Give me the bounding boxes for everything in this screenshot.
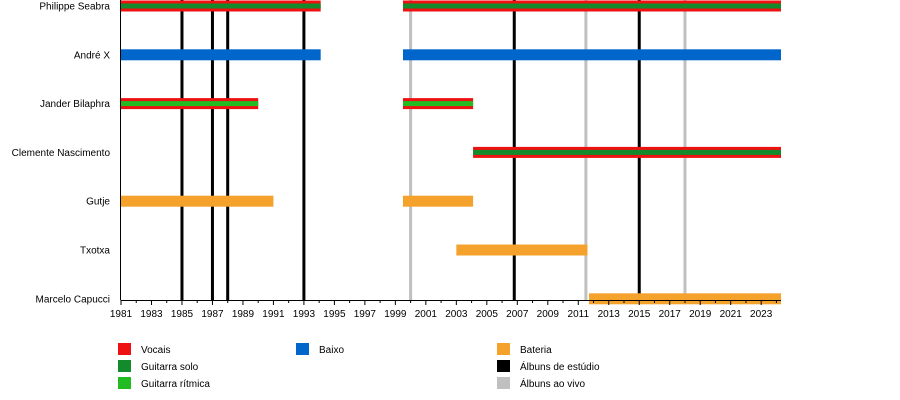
x-tick-label: 2009 [537,309,560,320]
legend-label-drums: Bateria [520,345,552,356]
x-tick-label: 1981 [110,309,133,320]
member-bar-lead_guitar [121,3,321,9]
member-bar-bass [402,49,781,61]
x-tick-label: 1983 [140,309,163,320]
legend-swatch-studio_albums [497,360,510,372]
legend-swatch-drums [497,343,510,355]
member-bars [121,0,781,305]
x-tick-label: 1999 [384,309,407,320]
member-name: André X [74,50,110,61]
x-tick-label: 2019 [689,309,712,320]
x-tick-label: 2007 [506,309,529,320]
x-tick-label: 2011 [568,309,590,320]
x-tick-label: 2013 [598,309,621,320]
legend-swatch-vocals [118,343,131,355]
member-name: Txotxa [80,246,110,257]
member-name: Marcelo Capucci [36,294,110,305]
member-bar-drums [121,195,274,207]
member-name: Gutje [86,197,110,208]
member-name: Clemente Nascimento [12,148,111,159]
member-bar-drums [402,195,474,207]
x-tick-label: 1987 [201,309,224,320]
member-name: Philippe Seabra [39,2,110,13]
x-tick-label: 2023 [750,309,773,320]
legend-label-lead_guitar: Guitarra solo [141,362,199,373]
member-name: Jander Bilaphra [40,99,110,110]
member-bar-bass [121,49,321,61]
member-bar-lead_guitar [473,149,781,155]
legend-label-live_albums: Álbuns ao vivo [520,377,585,390]
x-tick-label: 1989 [232,309,255,320]
x-axis: 1981 1983 1985 1987 1989 1991 1993 1995 1997 1999… [110,0,781,320]
x-tick-label: 1991 [262,309,285,320]
member-bar-drums [588,293,781,305]
legend-label-rhythm_guitar: Guitarra rítmica [141,379,210,390]
legend-swatch-rhythm_guitar [118,377,131,389]
legend: Vocais Guitarra solo Guitarra rítmica Baixo… [118,343,600,390]
x-tick-label: 2003 [445,309,468,320]
x-tick-label: 2005 [476,309,499,320]
x-tick-label: 2021 [720,309,743,320]
x-tick-label: 1985 [171,309,194,320]
member-bar-rhythm_guitar [402,101,474,107]
x-tick-label: 2001 [415,309,438,320]
x-tick-label: 2017 [659,309,682,320]
legend-label-studio_albums: Álbuns de estúdio [520,360,600,373]
legend-swatch-live_albums [497,377,510,389]
legend-swatch-bass [296,343,309,355]
x-tick-label: 2015 [628,309,651,320]
member-bar-drums [456,244,588,256]
x-tick-label: 1995 [323,309,346,320]
member-bar-rhythm_guitar [121,101,259,107]
legend-label-vocals: Vocais [141,345,170,356]
member-names: Philippe Seabra André X Jander Bilaphra Cle… [12,2,111,306]
x-tick-label: 1997 [354,309,377,320]
member-bar-lead_guitar [402,3,781,9]
legend-label-bass: Baixo [319,345,344,356]
legend-swatch-lead_guitar [118,360,131,372]
x-tick-label: 1993 [293,309,316,320]
